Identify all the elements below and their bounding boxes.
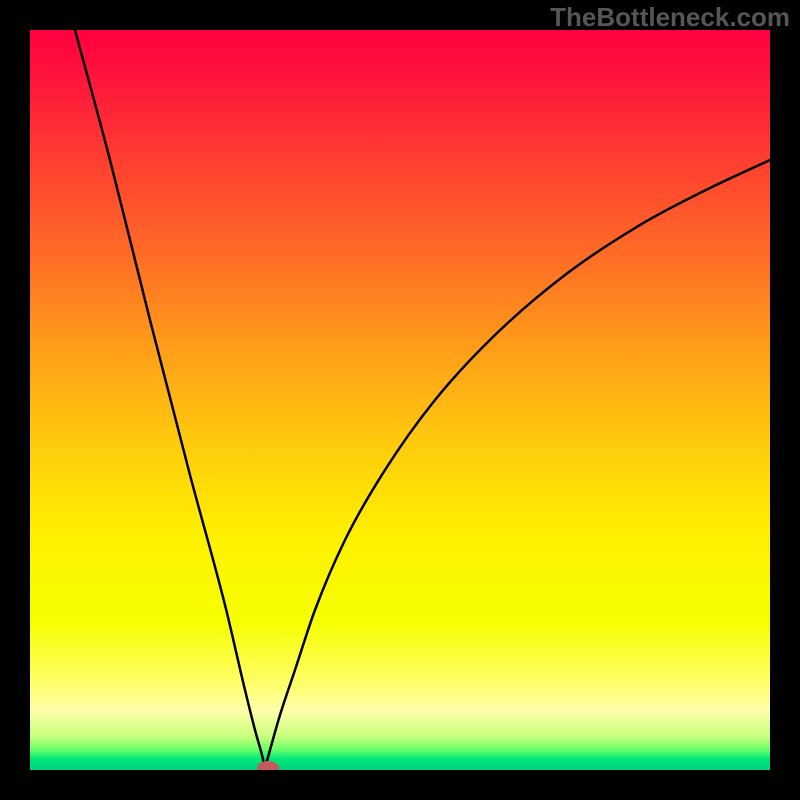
gradient-background [30, 30, 770, 770]
chart-frame: TheBottleneck.com [0, 0, 800, 800]
watermark-text: TheBottleneck.com [550, 2, 790, 33]
bottleneck-chart [0, 0, 800, 800]
